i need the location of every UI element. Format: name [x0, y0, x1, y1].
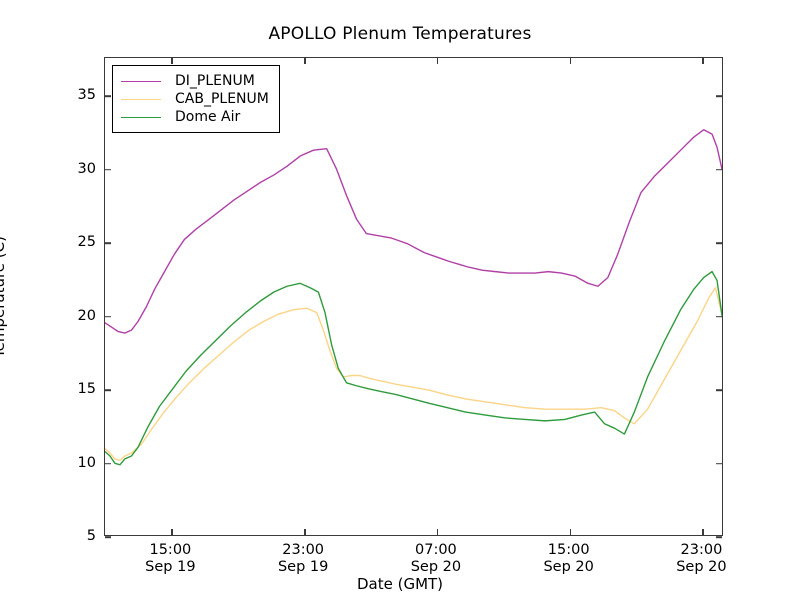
- series-line: [105, 287, 722, 462]
- y-tick-mark: [716, 462, 722, 465]
- y-tick-label: 5: [86, 528, 96, 544]
- y-tick-mark: [716, 242, 722, 244]
- series-canvas: [105, 129, 722, 466]
- legend-item[interactable]: CAB_PLENUM: [121, 90, 269, 108]
- y-tick-label: 35: [77, 87, 96, 104]
- x-tick-label: 15:00 Sep 20: [543, 542, 593, 576]
- y-tick-mark: [716, 536, 722, 538]
- x-tick-mark: [436, 529, 439, 535]
- x-tick-date: Sep 19: [277, 559, 329, 575]
- x-tick-time: 23:00: [282, 542, 325, 558]
- x-tick-label: 23:00 Sep 20: [676, 542, 726, 576]
- y-tick-label: 10: [77, 454, 96, 471]
- x-tick-label: 15:00 Sep 19: [145, 542, 195, 576]
- y-tick-mark: [716, 389, 722, 391]
- y-tick-mark: [716, 315, 722, 318]
- x-tick-mark: [171, 58, 173, 64]
- legend-line-icon: [121, 80, 161, 82]
- legend-label: DI_PLENUM: [175, 73, 255, 89]
- x-tick-label: 07:00 Sep 20: [411, 542, 461, 576]
- y-tick-label: 15: [77, 381, 96, 398]
- legend-item[interactable]: DI_PLENUM: [121, 72, 269, 90]
- page-title: APOLLO Plenum Temperatures: [268, 24, 532, 44]
- x-tick-date: Sep 20: [410, 559, 462, 575]
- x-tick-date: Sep 19: [145, 559, 196, 575]
- x-tick-mark: [702, 529, 705, 535]
- legend-item[interactable]: Dome Air: [121, 108, 269, 126]
- y-tick-mark: [105, 242, 111, 244]
- x-tick-mark: [569, 58, 572, 64]
- legend-label: CAB_PLENUM: [175, 91, 269, 107]
- x-tick-date: Sep 20: [543, 559, 594, 575]
- legend: DI_PLENUM CAB_PLENUM Dome Air: [112, 65, 280, 133]
- legend-label: Dome Air: [175, 109, 241, 125]
- x-tick-time: 07:00: [414, 542, 457, 558]
- y-axis-label: Temperature (C): [0, 236, 8, 358]
- x-tick-mark: [304, 529, 306, 535]
- y-tick-label: 30: [77, 160, 96, 177]
- x-tick-date: Sep 20: [676, 559, 727, 575]
- y-tick-mark: [105, 95, 111, 97]
- legend-line-icon: [121, 116, 161, 118]
- y-tick-mark: [716, 168, 722, 171]
- x-tick-time: 15:00: [547, 542, 590, 558]
- y-tick-mark: [105, 315, 111, 318]
- x-tick-mark: [171, 529, 173, 535]
- y-tick-mark: [105, 168, 111, 171]
- x-tick-time: 15:00: [149, 542, 192, 558]
- plot-area: [104, 57, 723, 538]
- series-line: [105, 129, 722, 334]
- x-tick-mark: [702, 58, 705, 64]
- x-tick-mark: [569, 529, 572, 535]
- y-tick-label: 20: [77, 307, 96, 324]
- x-tick-mark: [436, 58, 439, 64]
- y-tick-mark: [716, 95, 722, 97]
- y-tick-label: 25: [77, 234, 96, 251]
- y-tick-mark: [105, 536, 111, 538]
- x-axis-label: Date (GMT): [356, 575, 444, 593]
- series-line: [105, 270, 722, 466]
- legend-line-icon: [121, 98, 161, 100]
- x-tick-mark: [304, 58, 306, 64]
- y-tick-mark: [105, 389, 111, 391]
- y-tick-mark: [105, 462, 111, 465]
- x-tick-time: 23:00: [680, 542, 723, 558]
- x-tick-label: 23:00 Sep 19: [278, 542, 328, 576]
